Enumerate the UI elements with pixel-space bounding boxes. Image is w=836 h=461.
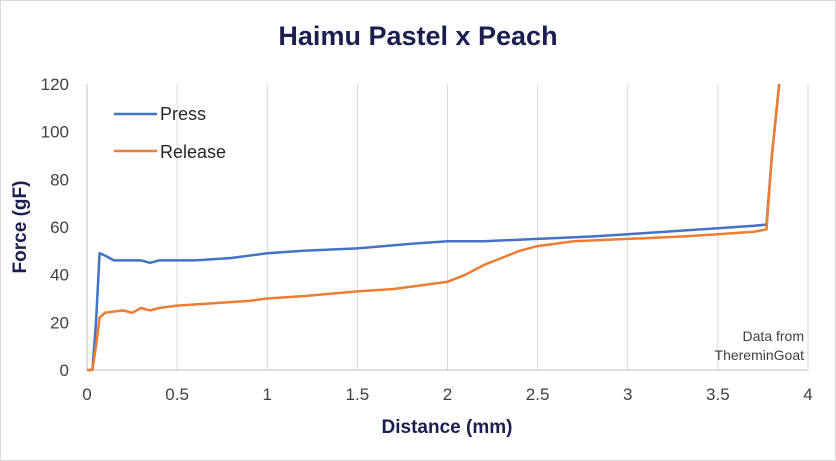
x-tick-label: 1 xyxy=(263,385,272,404)
series-line-release xyxy=(87,83,781,372)
y-axis-title: Force (gF) xyxy=(10,181,31,274)
y-tick-label: 60 xyxy=(50,218,69,237)
y-tick-label: 120 xyxy=(41,75,69,94)
y-tick-label: 100 xyxy=(41,123,69,142)
y-tick-label: 0 xyxy=(60,361,69,380)
source-note-line-1: Data from xyxy=(743,328,804,344)
x-tick-label: 3.5 xyxy=(706,385,730,404)
axes xyxy=(86,84,808,371)
x-tick-label: 2.5 xyxy=(526,385,550,404)
y-tick-label: 80 xyxy=(50,170,69,189)
series-lines xyxy=(87,83,781,372)
x-tick-label: 3 xyxy=(623,385,632,404)
x-tick-label: 0.5 xyxy=(165,385,189,404)
legend-label-press: Press xyxy=(160,104,206,124)
legend-label-release: Release xyxy=(160,142,226,162)
x-tick-label: 1.5 xyxy=(346,385,370,404)
chart-title: Haimu Pastel x Peach xyxy=(278,21,557,51)
x-tick-label: 2 xyxy=(443,385,452,404)
y-tick-labels: 0 20 40 60 80 100 120 xyxy=(41,75,69,380)
series-line-press xyxy=(87,83,781,372)
x-axis-title: Distance (mm) xyxy=(382,417,513,438)
grid xyxy=(176,84,809,370)
x-tick-label: 0 xyxy=(82,385,91,404)
y-tick-label: 20 xyxy=(50,313,69,332)
x-tick-label: 4 xyxy=(803,385,812,404)
x-tick-labels: 0 0.5 1 1.5 2 2.5 3 3.5 4 xyxy=(82,385,812,404)
source-note-line-2: ThereminGoat xyxy=(715,347,805,363)
legend: Press Release xyxy=(114,104,226,162)
y-tick-label: 40 xyxy=(50,266,69,285)
